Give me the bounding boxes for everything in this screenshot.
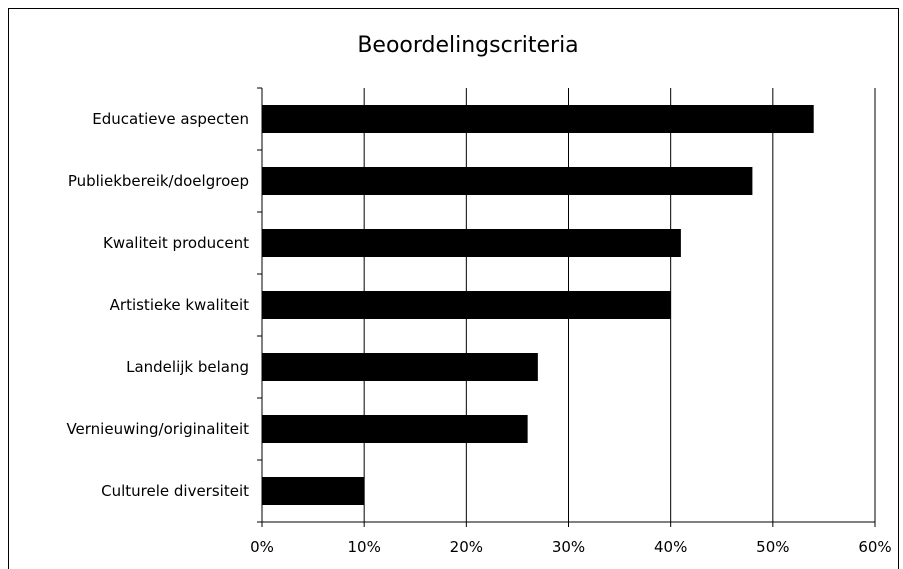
x-tick-label: 40% [654,538,687,556]
bar [262,291,671,319]
x-tick-labels: 0% 10% 20% 30% 40% 50% 60% [250,538,892,556]
x-tick-label: 20% [450,538,483,556]
category-label: Vernieuwing/originaliteit [66,420,249,438]
bar [262,167,752,195]
bar [262,353,538,381]
bar [262,105,814,133]
x-tick-label: 50% [756,538,789,556]
category-label: Landelijk belang [126,358,249,376]
bar [262,477,364,505]
bars [262,105,814,505]
category-labels: Educatieve aspecten Publiekbereik/doelgro… [66,110,249,500]
x-tick-label: 30% [552,538,585,556]
bar [262,229,681,257]
category-label: Artistieke kwaliteit [110,296,249,314]
x-tick-label: 10% [347,538,380,556]
bar [262,415,528,443]
category-label: Culturele diversiteit [101,482,249,500]
x-tick-label: 60% [858,538,891,556]
chart-title: Beoordelingscriteria [357,33,578,58]
category-label: Kwaliteit producent [103,234,249,252]
category-label: Publiekbereik/doelgroep [68,172,249,190]
category-label: Educatieve aspecten [92,110,249,128]
x-tick-label: 0% [250,538,274,556]
